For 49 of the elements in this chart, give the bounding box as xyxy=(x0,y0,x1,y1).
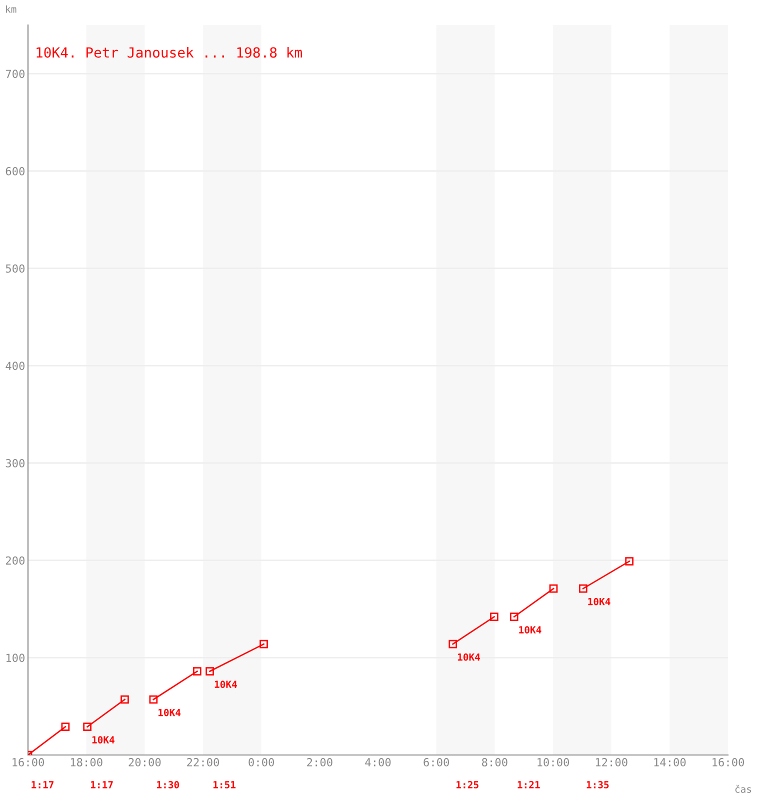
text: 1:30 xyxy=(157,781,180,788)
x-tick-label: 0:00 xyxy=(248,758,274,766)
x-tick-label: 14:00 xyxy=(654,758,686,766)
x-axis-title: čas xyxy=(735,784,752,793)
x-tick-label: 18:00 xyxy=(70,758,102,766)
point xyxy=(206,667,214,676)
x-tick-label: 4:00 xyxy=(365,758,391,766)
point xyxy=(625,557,634,566)
point xyxy=(578,584,588,593)
x-tick-label: 16:00 xyxy=(712,758,744,766)
x-tick-label: 6:00 xyxy=(424,758,449,766)
point xyxy=(448,640,458,648)
y-tick-label: 500 xyxy=(6,264,24,273)
point xyxy=(61,722,70,731)
x-tick-label: 8:00 xyxy=(482,758,508,766)
annotation: 10K4 xyxy=(158,708,181,716)
text: 1:25 xyxy=(456,781,478,788)
point xyxy=(193,667,202,676)
text: 1:17 xyxy=(90,781,113,788)
y-tick-label: 100 xyxy=(6,654,24,662)
annotation: 10K4 xyxy=(519,626,542,634)
annotation: 10K4 xyxy=(588,598,610,606)
x-tick-label: 22:00 xyxy=(187,758,220,766)
y-tick-label: 600 xyxy=(6,167,24,176)
annotation: 10K4 xyxy=(92,736,114,744)
point xyxy=(120,695,129,704)
x-tick-label: 2:00 xyxy=(307,758,332,766)
text: 1:35 xyxy=(586,781,609,788)
text: 1:17 xyxy=(32,781,54,788)
x-tick-label: 16:00 xyxy=(12,758,44,766)
text: 10K4. Petr Janousek ... 198.8 km xyxy=(36,46,302,58)
y-tick-label: 200 xyxy=(6,556,24,565)
point xyxy=(149,695,158,704)
point xyxy=(490,612,498,621)
y-axis-title: km xyxy=(6,5,16,13)
annotation: 10K4 xyxy=(458,653,480,661)
x-tick-label: 10:00 xyxy=(538,758,570,766)
y-tick-label: 300 xyxy=(6,459,24,468)
point xyxy=(260,640,268,648)
text: 1:21 xyxy=(518,781,540,788)
point xyxy=(549,584,558,593)
y-tick-label: 700 xyxy=(6,70,24,78)
text: 1:51 xyxy=(213,781,236,788)
annotation: 10K4 xyxy=(214,680,237,688)
point xyxy=(83,722,92,731)
x-tick-label: 12:00 xyxy=(596,758,628,766)
point xyxy=(510,612,518,621)
x-tick-label: 20:00 xyxy=(128,758,161,766)
y-tick-label: 400 xyxy=(6,362,24,370)
